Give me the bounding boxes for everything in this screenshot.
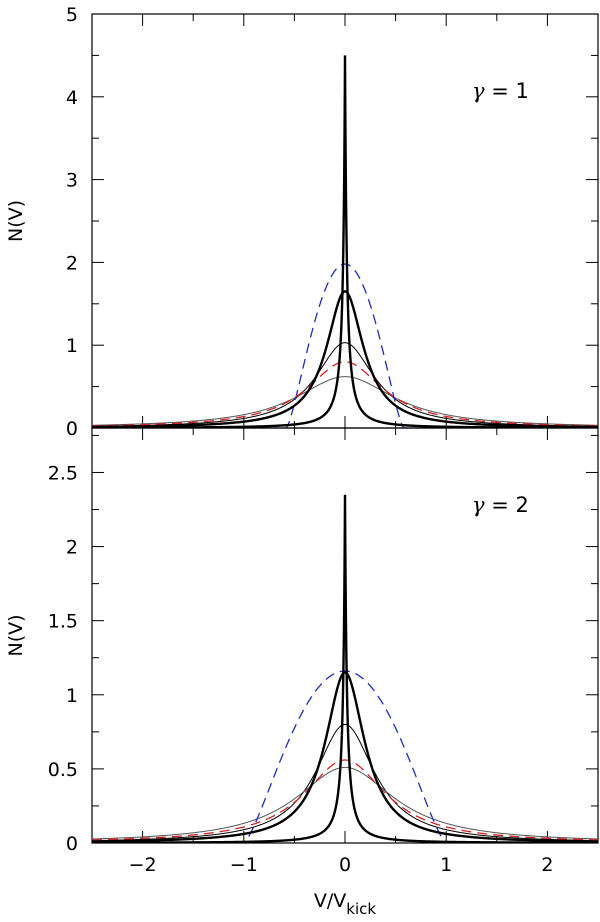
x-tick-label: 1 [440, 854, 452, 876]
series-line-dashed [92, 759, 598, 841]
gamma-annotation: γ = 2 [472, 493, 529, 517]
x-axis-title: V/Vkick [314, 890, 377, 918]
series-line-thick [92, 494, 598, 843]
x-tick-label: −1 [230, 854, 258, 876]
y-tick-label: 1.5 [48, 611, 78, 633]
series-line-thin [92, 723, 598, 842]
series-line-thin [92, 766, 598, 840]
y-tick-label: 2.5 [48, 462, 78, 484]
series-line-thick [92, 55, 598, 428]
series-line-thick [92, 290, 598, 428]
y-tick-label: 3 [66, 170, 78, 192]
y-tick-label: 4 [66, 87, 78, 109]
bottom-panel: 0 0.5 1 1.5 2 2.5 −2 −1 0 1 2 N(V) V/Vkick γ = 2 [5, 427, 599, 918]
y-axis-title: N(V) [5, 614, 27, 656]
y-tick-label: 2 [66, 252, 78, 274]
series-line-dashed [92, 670, 598, 843]
series-line-thin [92, 376, 598, 426]
gamma-annotation: γ = 1 [472, 79, 529, 103]
x-tick-label: −2 [129, 854, 157, 876]
y-tick-label: 0.5 [48, 759, 78, 781]
y-tick-label: 5 [66, 4, 78, 26]
series-line-thick [92, 671, 598, 843]
x-tick-label: 0 [339, 854, 351, 876]
y-axis-title: N(V) [5, 200, 27, 242]
y-tick-label: 0 [66, 418, 78, 440]
x-tick-label: 2 [541, 854, 553, 876]
top-panel: 0 1 2 3 4 5 N(V) γ = 1 [5, 4, 599, 440]
y-tick-label: 0 [66, 833, 78, 855]
y-tick-label: 1 [66, 335, 78, 357]
y-tick-label: 2 [66, 537, 78, 559]
y-tick-label: 1 [66, 685, 78, 707]
series-line-thin [92, 342, 598, 427]
series-line-dashed [92, 263, 598, 428]
